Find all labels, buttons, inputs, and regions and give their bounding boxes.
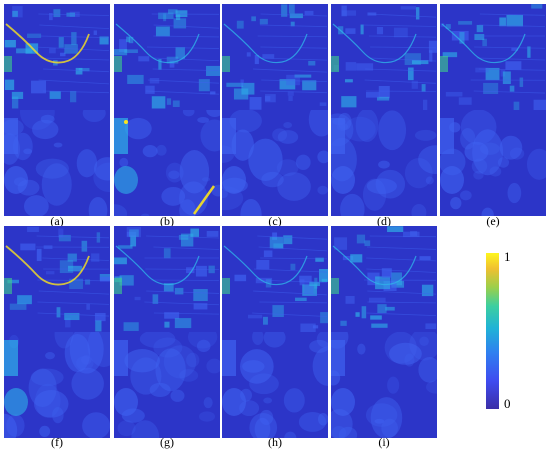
rural-error-map <box>4 332 110 438</box>
urban-error-map <box>4 226 110 332</box>
urban-tile <box>331 226 437 332</box>
rural-error-map <box>114 110 220 216</box>
urban-tile <box>331 4 437 110</box>
urban-tile <box>4 226 110 332</box>
rural-tile <box>222 332 328 438</box>
rural-tile <box>331 110 437 216</box>
rural-tile <box>331 332 437 438</box>
rural-error-map <box>440 110 546 216</box>
panel-caption: (e) <box>486 214 500 228</box>
panel-caption: (i) <box>378 435 390 449</box>
panel-caption: (f) <box>51 435 63 449</box>
urban-error-map <box>114 226 220 332</box>
rural-error-map <box>331 110 437 216</box>
urban-error-map <box>4 4 110 110</box>
colorbar-max-label: 1 <box>504 249 511 264</box>
panel-caption: (a) <box>50 214 64 228</box>
urban-error-map <box>114 4 220 110</box>
rural-error-map <box>4 110 110 216</box>
urban-tile <box>222 226 328 332</box>
colorbar-gradient <box>486 253 499 409</box>
rural-error-map <box>222 110 328 216</box>
panel-caption: (g) <box>160 435 174 449</box>
colorbar: 1 0 <box>486 249 526 413</box>
rural-tile <box>440 110 546 216</box>
rural-error-map <box>114 332 220 438</box>
rural-error-map <box>331 332 437 438</box>
colorbar-min-label: 0 <box>504 396 511 411</box>
panel-caption: (c) <box>268 214 282 228</box>
panel-caption: (h) <box>268 435 282 449</box>
rural-tile <box>4 332 110 438</box>
urban-tile <box>114 226 220 332</box>
urban-error-map <box>440 4 546 110</box>
urban-error-map <box>331 226 437 332</box>
urban-tile <box>114 4 220 110</box>
urban-error-map <box>222 226 328 332</box>
urban-tile <box>222 4 328 110</box>
panel-caption: (b) <box>160 214 174 228</box>
rural-tile <box>114 332 220 438</box>
urban-tile <box>440 4 546 110</box>
panel-caption: (d) <box>377 214 391 228</box>
rural-tile <box>222 110 328 216</box>
urban-tile <box>4 4 110 110</box>
urban-error-map <box>222 4 328 110</box>
rural-tile <box>4 110 110 216</box>
rural-tile <box>114 110 220 216</box>
urban-error-map <box>331 4 437 110</box>
rural-error-map <box>222 332 328 438</box>
